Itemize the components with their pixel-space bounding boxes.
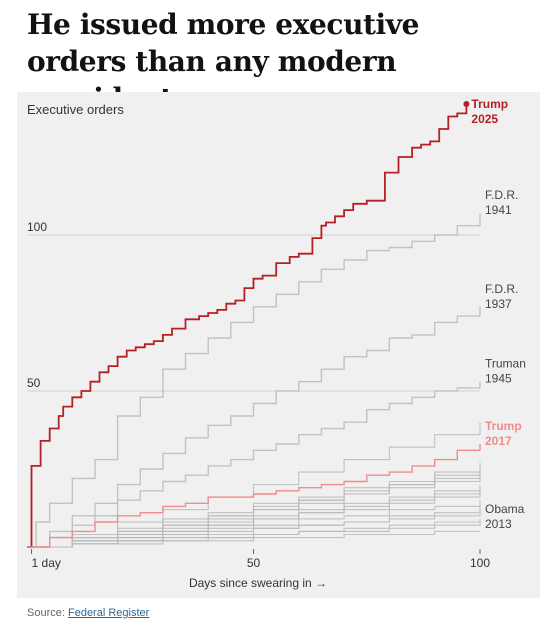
x-tick-label-1: 1 day (32, 556, 61, 570)
x-axis: 1 day 50 100 (31, 549, 490, 570)
source-note: Source: Federal Register (27, 607, 149, 619)
series-line-president-15 (27, 487, 481, 548)
series-label-trump-2025: Trump 2025 (471, 97, 508, 126)
x-axis-label: Days since swearing in → (189, 576, 327, 590)
series-line-f-d-r-1941 (27, 213, 481, 548)
series-label-truman-1945: Truman 1945 (485, 357, 526, 386)
executive-orders-chart: 50 100 Executive orders Trump 2025 F.D.R. 19… (27, 97, 526, 590)
chart-panel (17, 92, 540, 598)
y-tick-label-100: 100 (27, 220, 47, 234)
x-tick-label-50: 50 (247, 556, 261, 570)
series-label-trump-2017: Trump 2017 (485, 419, 522, 448)
source-prefix: Source: (27, 607, 65, 619)
chart-title: Executive orders (27, 102, 124, 117)
series-line-truman-1945 (27, 381, 481, 548)
other-presidents-lines (27, 422, 481, 548)
series-label-f-d-r-1937: F.D.R. 1937 (485, 282, 518, 311)
source-link[interactable]: Federal Register (67, 607, 150, 619)
series-labels: Trump 2025 F.D.R. 1941 F.D.R. 1937 Truman 1945 T… (463, 97, 526, 531)
highlighted-lines (27, 213, 481, 548)
series-label-f-d-r-1941: F.D.R. 1941 (485, 188, 518, 217)
series-line-f-d-r-1937 (27, 306, 481, 548)
trump-2025-endpoint (463, 101, 470, 107)
series-line-president-18 (27, 530, 480, 548)
series-line-president-16 (27, 506, 481, 548)
y-tick-label-50: 50 (27, 376, 41, 390)
series-line-president-17 (27, 422, 481, 548)
headline: He issued more executive orders than any… (27, 8, 420, 115)
x-tick-label-100: 100 (470, 556, 490, 570)
trump-lines (27, 104, 481, 548)
series-line-trump-2017 (27, 444, 481, 548)
gridlines: 50 100 (27, 220, 480, 392)
series-label-obama-2013: Obama 2013 (485, 502, 525, 531)
series-line-trump-2025 (27, 104, 468, 548)
